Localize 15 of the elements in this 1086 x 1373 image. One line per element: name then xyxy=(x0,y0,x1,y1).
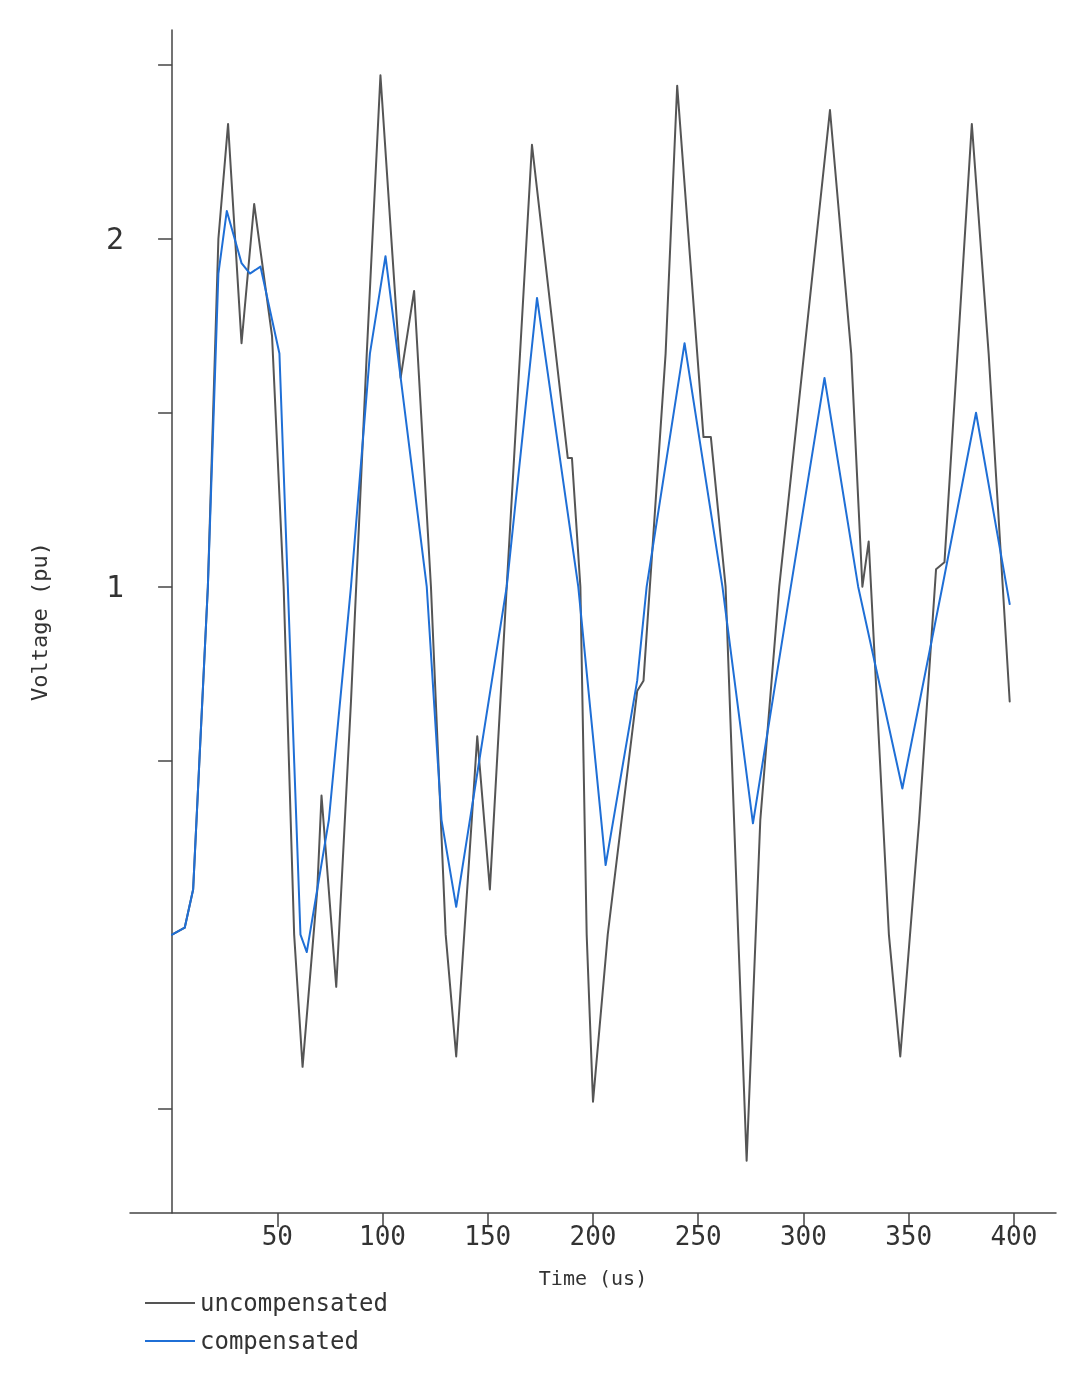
line-series xyxy=(171,209,1011,954)
y-tick-label: 2 xyxy=(105,221,124,257)
legend-label: compensated xyxy=(200,1327,359,1355)
x-tick-label: 300 xyxy=(779,1221,827,1251)
x-tick-label: 400 xyxy=(990,1221,1038,1251)
x-tick-label: 250 xyxy=(674,1221,722,1251)
y-tick-label: 1 xyxy=(105,569,124,605)
x-tick-label: 200 xyxy=(569,1221,617,1251)
y-axis-title: Voltage (pu) xyxy=(26,542,52,701)
x-tick-label: 350 xyxy=(885,1221,933,1251)
legend-label: uncompensated xyxy=(200,1289,388,1317)
x-tick-label: 50 xyxy=(261,1221,293,1251)
x-axis-title: Time (us) xyxy=(538,1266,648,1290)
x-tick-label: 100 xyxy=(359,1221,407,1251)
x-tick-label: 150 xyxy=(464,1221,512,1251)
